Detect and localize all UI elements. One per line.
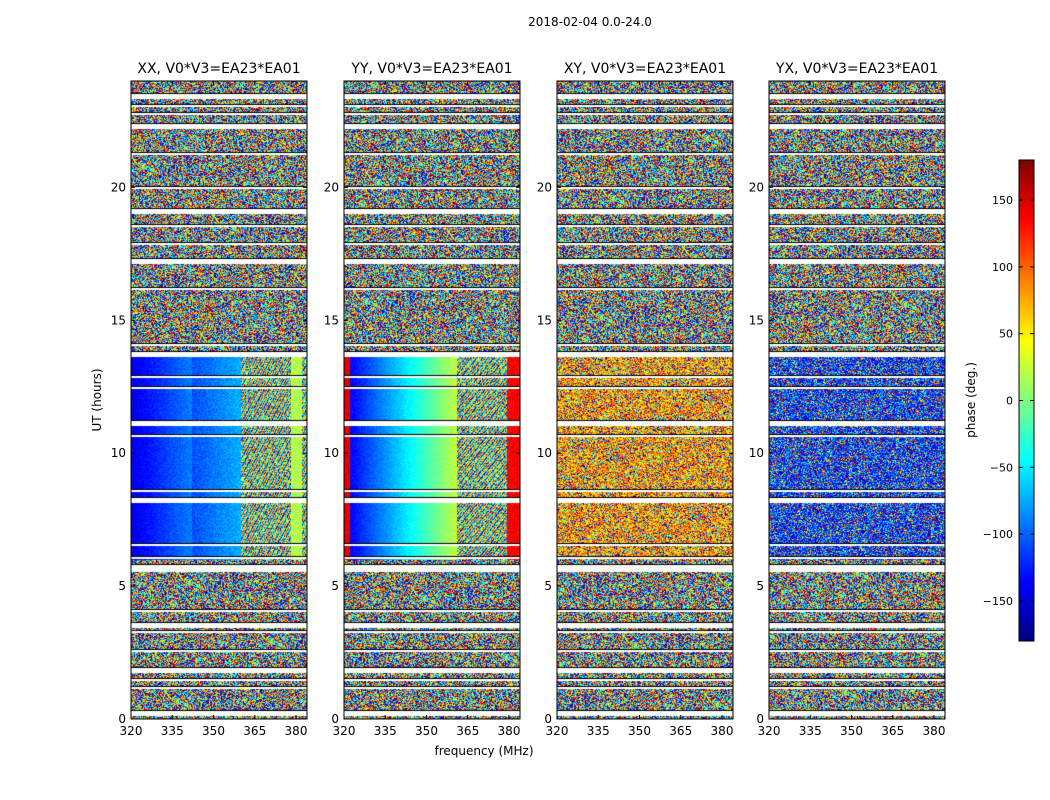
colorbar-tick-label: 100 (992, 261, 1013, 274)
y-tick-label: 5 (756, 579, 764, 593)
x-tick-label: 350 (415, 724, 438, 738)
x-tick-label: 335 (799, 724, 822, 738)
panel-3: YX, V0*V3=EA23*EA01 320 335 350 365 380 0 5 10 15… (749, 61, 946, 738)
figure-suptitle: 2018-02-04 0.0-24.0 (528, 15, 652, 29)
x-tick-label: 350 (840, 724, 863, 738)
panel-title: XX, V0*V3=EA23*EA01 (137, 61, 300, 77)
x-tick-label: 365 (881, 724, 904, 738)
y-tick-label: 10 (111, 446, 126, 460)
axes-frame (130, 80, 308, 720)
colorbar: 150 100 50 0 −50 −100 −150 phase (deg.) (964, 159, 1035, 642)
panel-title: YY, V0*V3=EA23*EA01 (350, 61, 512, 77)
y-tick-label: 0 (756, 712, 764, 726)
y-tick-label: 10 (324, 446, 339, 460)
axes-frame (343, 80, 521, 720)
panel-2: XY, V0*V3=EA23*EA01 320 335 350 365 380 0 5 10 15… (537, 61, 734, 738)
phase-heatmap (557, 81, 733, 719)
x-tick-label: 350 (202, 724, 225, 738)
colorbar-tick-label: 150 (992, 194, 1013, 207)
x-tick-label: 320 (120, 724, 143, 738)
panel-1: YY, V0*V3=EA23*EA01 320 335 350 365 380 0 5 10 15… (324, 61, 521, 738)
y-axis-label: UT (hours) (90, 368, 104, 431)
colorbar-label: phase (deg.) (964, 362, 978, 438)
y-tick-label: 15 (749, 313, 764, 327)
x-tick-label: 320 (546, 724, 569, 738)
colorbar-ticks: 150 100 50 0 −50 −100 −150 (983, 194, 1034, 608)
panels-group: XX, V0*V3=EA23*EA01 320 335 350 365 380 0 5 10 15… (111, 61, 946, 738)
x-tick-label: 320 (758, 724, 781, 738)
panel-title: YX, V0*V3=EA23*EA01 (775, 61, 938, 77)
x-tick-label: 380 (498, 724, 521, 738)
x-tick-label: 380 (923, 724, 946, 738)
y-tick-label: 20 (324, 180, 339, 194)
x-tick-label: 365 (456, 724, 479, 738)
panel-title: XY, V0*V3=EA23*EA01 (564, 61, 726, 77)
x-axis-label: frequency (MHz) (434, 744, 533, 758)
axes-frame (556, 80, 734, 720)
y-tick-label: 10 (749, 446, 764, 460)
phase-heatmap (769, 81, 945, 719)
x-tick-label: 350 (628, 724, 651, 738)
x-tick-label: 335 (587, 724, 610, 738)
y-tick-label: 15 (537, 313, 552, 327)
y-tick-label: 20 (111, 180, 126, 194)
x-tick-label: 335 (374, 724, 397, 738)
colorbar-tick-label: −50 (990, 461, 1013, 474)
x-tick-label: 365 (669, 724, 692, 738)
y-tick-label: 5 (544, 579, 552, 593)
colorbar-tick-label: −150 (983, 595, 1013, 608)
colorbar-tick-label: 50 (999, 328, 1013, 341)
x-tick-label: 335 (161, 724, 184, 738)
y-tick-label: 15 (324, 313, 339, 327)
phase-heatmap (131, 81, 307, 719)
colorbar-tick-label: 0 (1006, 395, 1013, 408)
y-tick-label: 20 (749, 180, 764, 194)
y-tick-label: 5 (331, 579, 339, 593)
x-tick-label: 320 (333, 724, 356, 738)
axes-frame (768, 80, 946, 720)
x-tick-label: 365 (243, 724, 266, 738)
y-tick-label: 0 (118, 712, 126, 726)
panel-0: XX, V0*V3=EA23*EA01 320 335 350 365 380 0 5 10 15… (111, 61, 308, 738)
y-tick-label: 0 (331, 712, 339, 726)
y-tick-label: 15 (111, 313, 126, 327)
x-tick-label: 380 (285, 724, 308, 738)
y-tick-label: 10 (537, 446, 552, 460)
y-tick-label: 0 (544, 712, 552, 726)
y-tick-label: 20 (537, 180, 552, 194)
phase-heatmap (344, 81, 520, 719)
x-tick-label: 380 (711, 724, 734, 738)
colorbar-tick-label: −100 (983, 528, 1013, 541)
y-tick-label: 5 (118, 579, 126, 593)
